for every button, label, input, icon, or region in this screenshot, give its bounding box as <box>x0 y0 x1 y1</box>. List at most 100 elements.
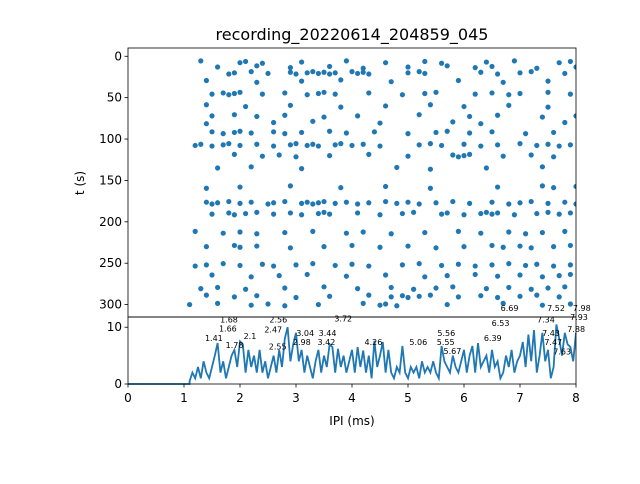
scatter-point <box>517 293 523 299</box>
scatter-point <box>478 143 484 149</box>
scatter-point <box>517 200 523 206</box>
scatter-point <box>511 212 517 218</box>
y-tick-label: 10 <box>107 320 122 334</box>
scatter-point <box>551 263 557 269</box>
scatter-point <box>310 201 316 207</box>
scatter-point <box>567 242 574 249</box>
scatter-point <box>304 271 310 278</box>
scatter-point <box>383 301 389 307</box>
scatter-point <box>299 129 305 136</box>
scatter-point <box>332 142 338 148</box>
scatter-point <box>528 286 534 292</box>
scatter-point <box>226 210 232 216</box>
scatter-point <box>511 58 517 64</box>
scatter-point <box>332 200 338 206</box>
scatter-point <box>237 142 243 149</box>
scatter-point <box>427 102 433 108</box>
scatter-point <box>551 185 557 191</box>
scatter-point <box>545 200 551 206</box>
scatter-point <box>243 58 249 65</box>
scatter-point <box>495 273 501 279</box>
peak-label: 7.47 <box>544 338 562 347</box>
scatter-point <box>254 113 260 120</box>
scatter-point <box>551 129 557 136</box>
scatter-point <box>271 129 277 135</box>
scatter-point <box>567 142 574 148</box>
scatter-point <box>355 113 361 119</box>
peak-label: 7.88 <box>567 325 585 334</box>
scatter-point <box>287 69 293 75</box>
scatter-point <box>220 261 226 267</box>
scatter-point <box>545 285 551 291</box>
scatter-point <box>562 119 568 126</box>
scatter-point <box>450 284 456 290</box>
scatter-point <box>237 60 243 66</box>
scatter-point <box>198 141 204 147</box>
scatter-point <box>282 112 288 118</box>
scatter-point <box>483 165 489 171</box>
scatter-point <box>551 244 557 250</box>
scatter-point <box>416 261 422 267</box>
peak-label: 2.1 <box>244 332 257 341</box>
scatter-point <box>394 164 400 171</box>
scatter-point <box>433 200 439 206</box>
scatter-point <box>265 201 271 207</box>
scatter-point <box>287 102 293 108</box>
scatter-point <box>355 286 361 292</box>
scatter-point <box>422 274 428 280</box>
scatter-point <box>416 201 422 207</box>
scatter-point <box>500 300 506 306</box>
scatter-point <box>338 77 344 83</box>
scatter-point <box>338 185 344 191</box>
scatter-point <box>399 262 405 268</box>
scatter-point <box>405 70 411 76</box>
scatter-point <box>416 293 422 299</box>
scatter-point <box>394 303 400 309</box>
scatter-point <box>383 183 389 190</box>
scatter-point <box>422 90 428 97</box>
scatter-point <box>243 210 249 217</box>
scatter-point <box>321 89 327 95</box>
scatter-point <box>444 301 450 308</box>
scatter-point <box>377 302 383 308</box>
scatter-point <box>383 103 389 109</box>
scatter-point <box>534 292 540 298</box>
scatter-point <box>310 69 316 75</box>
scatter-point <box>259 91 265 97</box>
scatter-point <box>388 231 394 237</box>
scatter-point <box>355 210 361 216</box>
scatter-point <box>427 166 433 172</box>
scatter-point <box>282 131 288 137</box>
scatter-point <box>293 141 299 147</box>
scatter-point <box>248 69 254 75</box>
scatter-point <box>299 166 305 172</box>
scatter-point <box>366 263 372 269</box>
scatter-point <box>489 129 495 135</box>
scatter-point <box>534 210 540 217</box>
scatter-point <box>556 294 562 300</box>
scatter-point <box>338 104 344 110</box>
scatter-point <box>422 229 428 236</box>
scatter-point <box>215 284 221 291</box>
scatter-point <box>231 129 237 136</box>
scatter-point <box>203 185 209 191</box>
scatter-point <box>433 245 439 251</box>
scatter-point <box>203 292 209 298</box>
scatter-point <box>237 229 243 235</box>
scatter-point <box>282 285 288 291</box>
scatter-point <box>282 229 288 236</box>
scatter-point <box>433 129 439 136</box>
scatter-point <box>237 262 243 269</box>
peak-label: 3.72 <box>334 314 352 323</box>
scatter-point <box>287 210 293 216</box>
scatter-point <box>366 90 372 96</box>
scatter-point <box>399 92 405 98</box>
scatter-point <box>517 70 523 76</box>
scatter-point <box>343 273 349 279</box>
scatter-point <box>248 274 254 280</box>
scatter-point <box>472 271 478 278</box>
scatter-point <box>461 153 467 159</box>
scatter-point <box>360 229 366 235</box>
scatter-point <box>539 274 546 280</box>
scatter-point <box>455 77 461 84</box>
